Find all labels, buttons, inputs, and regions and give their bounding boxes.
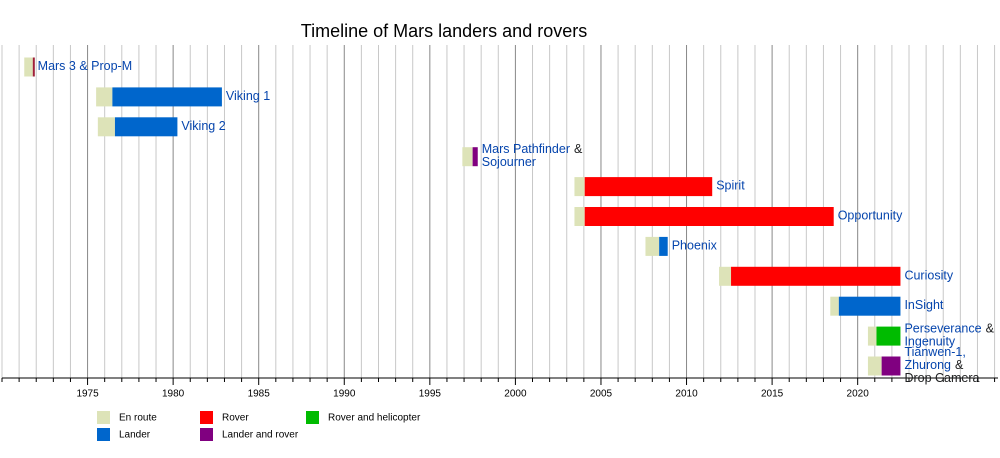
legend-label: Lander [119, 430, 151, 441]
segment [584, 207, 834, 226]
segment [97, 117, 115, 137]
legend-label: Lander and rover [222, 430, 299, 441]
label-part: Viking 1 [226, 89, 270, 103]
label-part: Zhurong [904, 358, 951, 372]
segment [830, 296, 839, 316]
legend-swatch [306, 411, 319, 424]
label-part: Phoenix [672, 239, 718, 253]
x-tick-label: 1985 [248, 389, 271, 400]
mission-label: Tianwen-1, [904, 345, 965, 359]
x-tick-label: 1980 [162, 389, 185, 400]
mission-label: Phoenix [672, 239, 718, 253]
legend-swatch [200, 411, 213, 424]
segment [731, 266, 901, 286]
mission-label: Sojourner [482, 155, 536, 169]
label-part: InSight [904, 298, 943, 312]
legend-label: En route [119, 413, 157, 424]
legend-swatch [97, 428, 110, 441]
label-part: Drop Camera [904, 371, 979, 385]
segment [574, 207, 585, 226]
mission-label: Drop Camera [904, 371, 979, 385]
label-part: Ingenuity [904, 335, 955, 349]
segment [114, 117, 178, 137]
mission-label: Perseverance & [904, 322, 994, 336]
mission-label: Spirit [716, 179, 745, 193]
segment [32, 57, 35, 77]
segment [659, 236, 668, 256]
x-tick-label: 1995 [419, 389, 442, 400]
segment [867, 356, 882, 376]
mission-label: Viking 1 [226, 89, 270, 103]
segment [881, 356, 901, 376]
x-tick-label: 2015 [761, 389, 784, 400]
x-tick-label: 2000 [504, 389, 527, 400]
label-part: Sojourner [482, 155, 536, 169]
label-part: & [986, 322, 995, 336]
legend-swatch [97, 411, 110, 424]
mission-label: Viking 2 [181, 119, 225, 133]
x-tick-label: 2005 [590, 389, 613, 400]
legend-label: Rover [222, 413, 249, 424]
label-part: Perseverance [904, 322, 981, 336]
label-part: Tianwen-1, [904, 345, 965, 359]
mission-label: Opportunity [838, 209, 903, 223]
mission-label: Zhurong & [904, 358, 964, 372]
segment [876, 326, 901, 346]
x-tick-label: 1990 [333, 389, 356, 400]
x-tick-label: 2010 [675, 389, 698, 400]
segment [645, 236, 660, 256]
segment [112, 87, 222, 107]
label-part: Viking 2 [181, 119, 225, 133]
segment [462, 147, 473, 167]
segment [867, 326, 877, 346]
mission-label: Curiosity [904, 269, 953, 283]
mission-label: Mars 3 & Prop-M [38, 59, 132, 73]
label-part: Spirit [716, 179, 745, 193]
label-part: Curiosity [904, 269, 953, 283]
legend-label: Rover and helicopter [328, 413, 421, 424]
x-tick-label: 2020 [847, 389, 870, 400]
segment [838, 296, 901, 316]
segment [574, 177, 585, 197]
x-tick-label: 1975 [76, 389, 99, 400]
segment [472, 147, 478, 167]
mission-label: InSight [904, 298, 943, 312]
label-part: & [574, 142, 583, 156]
label-part: Mars 3 & Prop-M [38, 59, 132, 73]
segment [719, 266, 732, 286]
segment [24, 57, 33, 77]
legend-swatch [200, 428, 213, 441]
mission-label: Mars Pathfinder & [482, 142, 583, 156]
chart-title: Timeline of Mars landers and rovers [301, 21, 587, 41]
segment [584, 177, 713, 197]
segment [96, 87, 113, 107]
mission-label: Ingenuity [904, 335, 955, 349]
label-part: Mars Pathfinder [482, 142, 570, 156]
label-part: & [955, 358, 964, 372]
label-part: Opportunity [838, 209, 903, 223]
